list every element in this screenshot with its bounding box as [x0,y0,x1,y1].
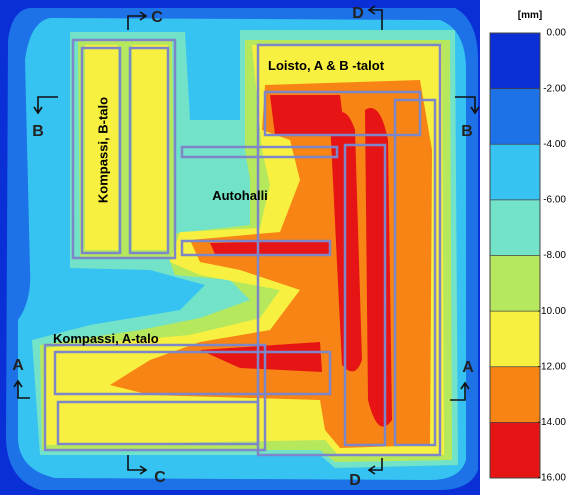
outline [43,343,267,452]
colorbar-unit: [mm] [518,10,542,21]
colorbar-tick-label: -8.00 [543,250,566,261]
colorbar-band [490,422,540,479]
section-label: C [151,9,163,26]
section-label: D [352,5,364,22]
outline [53,350,332,396]
arrow [127,455,148,475]
label: Kompassi, B-talo [95,97,110,203]
arrow [367,458,383,475]
colorbar-tick-label: -4.00 [543,139,566,150]
outline [56,400,260,446]
arrow [367,5,383,30]
building-outlines [43,38,442,457]
section-label: A [462,359,474,376]
colorbar-tick-label: -12.00 [538,361,567,372]
colorbar-tick-label: -2.00 [543,83,566,94]
outline [180,239,332,257]
colorbar-band [490,199,540,256]
section-label: B [461,123,473,140]
colorbar-tick-label: -16.00 [538,473,567,484]
outline [71,38,177,260]
arrow [455,96,480,115]
outline [393,98,437,447]
section-label: B [32,123,44,140]
colorbar-tick-label: 0.00 [547,28,567,39]
outline [128,46,170,255]
colorbar: [mm] 0.00 -2.00 -4.00 -6.00 -8.00 -10.00 -12.0… [489,10,567,484]
outline [256,43,442,457]
colorbar-band [490,366,540,423]
label: Kompassi, A-talo [53,331,159,346]
colorbar-band [490,88,540,145]
colorbar-band [490,33,540,90]
label: Autohalli [212,188,268,203]
outline [180,145,339,159]
colorbar-band [490,144,540,201]
colorbar-tick-label: -14.00 [538,417,567,428]
colorbar-tick-label: -6.00 [543,195,566,206]
section-arrows [13,5,480,475]
outline [80,46,122,255]
colorbar-band [490,255,540,312]
section-label: A [12,357,24,374]
colorbar-band [490,311,540,368]
colorbar-tick-label: -10.00 [538,306,567,317]
arrow [13,379,30,399]
arrow [127,11,148,30]
outline [263,90,422,137]
label: Loisto, A & B -talot [268,58,385,73]
section-label: C [154,469,166,486]
arrow [33,96,58,115]
outline [343,143,387,447]
arrow [450,381,470,401]
section-label: D [349,472,361,489]
